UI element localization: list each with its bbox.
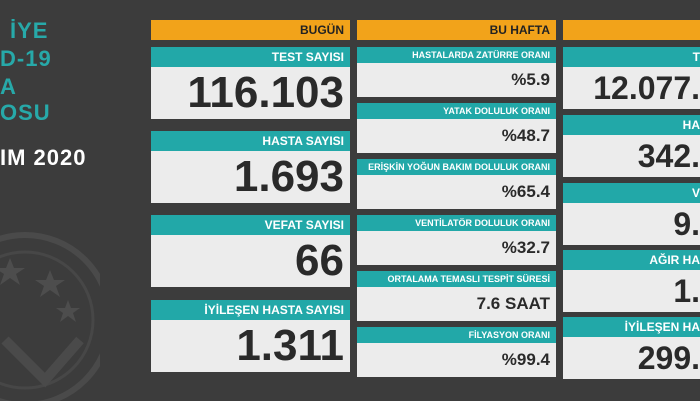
total-card-tests: T 12.077. [563, 47, 700, 109]
card-label: FİLYASYON ORANI [357, 327, 556, 343]
week-card-contact-time: ORTALAMA TEMASLI TESPİT SÜRESİ 7.6 SAAT [357, 271, 556, 321]
card-value: 342. [563, 135, 700, 177]
week-card-bed-occupancy: YATAK DOLULUK ORANI %48.7 [357, 103, 556, 153]
card-label: HA [563, 115, 700, 135]
week-card-ventilator: VENTİLATÖR DOLULUK ORANI %32.7 [357, 215, 556, 265]
total-card-recovered: İYİLEŞEN HA 299. [563, 317, 700, 379]
card-value: 1. [563, 270, 700, 312]
title-line-3: A [0, 74, 17, 99]
card-label: VEFAT SAYISI [151, 215, 350, 235]
card-value: 12.077. [563, 67, 700, 109]
card-label: YATAK DOLULUK ORANI [357, 103, 556, 119]
card-value: %65.4 [357, 175, 556, 209]
total-card-severe: AĞIR HA 1. [563, 250, 700, 312]
card-label: T [563, 47, 700, 67]
ministry-emblem-icon [0, 232, 100, 401]
total-header [563, 20, 700, 40]
total-card-deaths: V 9. [563, 183, 700, 245]
today-column: BUGÜN TEST SAYISI 116.103 HASTA SAYISI 1… [151, 20, 350, 380]
card-value: %48.7 [357, 119, 556, 153]
title-line-1: İYE [10, 18, 49, 43]
card-label: ERİŞKİN YOĞUN BAKIM DOLULUK ORANI [357, 159, 556, 175]
title-line-2: D-19 [0, 46, 52, 71]
card-label: ORTALAMA TEMASLI TESPİT SÜRESİ [357, 271, 556, 287]
today-card-deaths: VEFAT SAYISI 66 [151, 215, 350, 287]
week-card-pneumonia: HASTALARDA ZATÜRRE ORANI %5.9 [357, 47, 556, 97]
week-card-filiation: FİLYASYON ORANI %99.4 [357, 327, 556, 377]
card-value: 9. [563, 203, 700, 245]
card-value: 1.311 [151, 320, 350, 372]
today-header: BUGÜN [151, 20, 350, 40]
this-week-header: BU HAFTA [357, 20, 556, 40]
card-label: V [563, 183, 700, 203]
card-value: 116.103 [151, 67, 350, 119]
card-label: HASTALARDA ZATÜRRE ORANI [357, 47, 556, 63]
this-week-column: BU HAFTA HASTALARDA ZATÜRRE ORANI %5.9 Y… [357, 20, 556, 380]
total-column: T 12.077. HA 342. V 9. AĞIR HA 1. İYİLEŞ… [563, 20, 700, 380]
title-line-4: OSU [0, 100, 51, 125]
week-card-icu-occupancy: ERİŞKİN YOĞUN BAKIM DOLULUK ORANI %65.4 [357, 159, 556, 209]
card-label: İYİLEŞEN HASTA SAYISI [151, 300, 350, 320]
card-label: İYİLEŞEN HA [563, 317, 700, 337]
today-card-test: TEST SAYISI 116.103 [151, 47, 350, 119]
card-value: 7.6 SAAT [357, 287, 556, 321]
card-value: %5.9 [357, 63, 556, 97]
today-card-patients: HASTA SAYISI 1.693 [151, 131, 350, 203]
card-label: HASTA SAYISI [151, 131, 350, 151]
card-value: %99.4 [357, 343, 556, 377]
card-value: 299. [563, 337, 700, 379]
report-date: IM 2020 [0, 145, 87, 170]
left-title-panel: İYE D-19 A OSU IM 2020 [0, 0, 150, 401]
card-label: VENTİLATÖR DOLULUK ORANI [357, 215, 556, 231]
card-value: 1.693 [151, 151, 350, 203]
card-value: %32.7 [357, 231, 556, 265]
today-card-recovered: İYİLEŞEN HASTA SAYISI 1.311 [151, 300, 350, 372]
card-label: AĞIR HA [563, 250, 700, 270]
total-card-patients: HA 342. [563, 115, 700, 177]
card-label: TEST SAYISI [151, 47, 350, 67]
card-value: 66 [151, 235, 350, 287]
